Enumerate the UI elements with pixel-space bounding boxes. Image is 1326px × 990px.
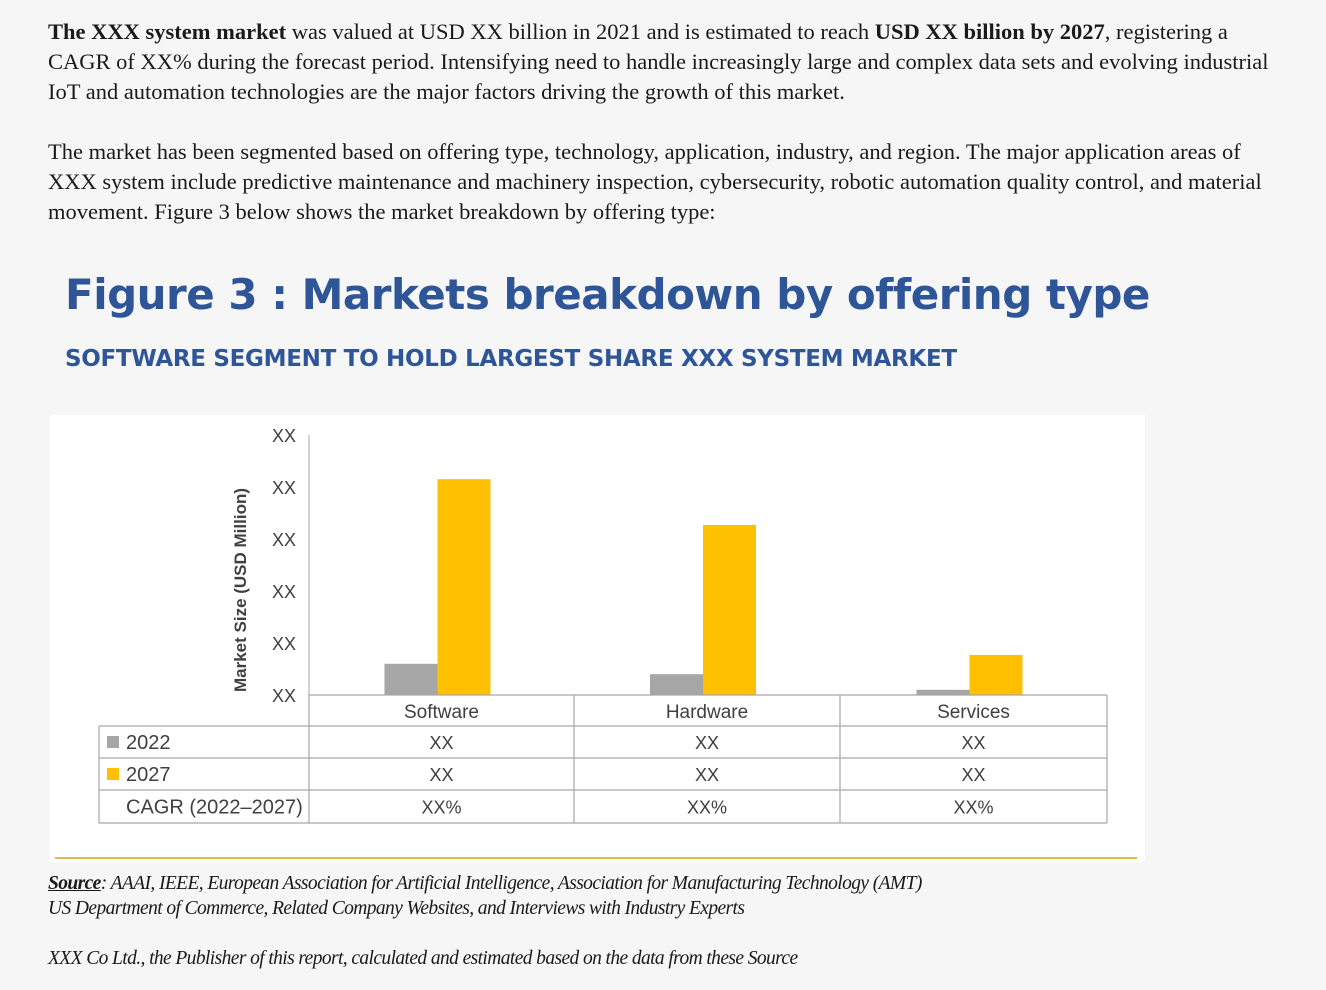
bar-hardware-2027 [703,524,756,695]
table-cell-value: XX% [953,798,993,818]
table-cell-value: XX [429,765,453,785]
table-cell-value: XX% [421,798,461,818]
table-row-label: 2022 [126,732,171,754]
source-list-1: : AAAI, IEEE, European Association for A… [100,873,923,894]
bar-services-2022 [916,689,970,695]
bar-chart: XX XX XX XX XX XX Market Size (USD Million) Sof… [98,426,1108,824]
x-category-label: Software [404,702,479,723]
source-divider [55,857,1137,859]
table-cell-value: XX [961,765,985,785]
source-label: Source [48,873,101,894]
y-tick-label: XX [272,530,296,550]
x-category-label: Hardware [666,702,748,723]
y-tick-label: XX [272,634,296,654]
y-axis-title: Market Size (USD Million) [231,488,250,692]
figure-title: Figure 3 : Markets breakdown by offering… [65,270,1150,319]
bar-software-2027 [437,479,491,695]
publisher-note: XXX Co Ltd., the Publisher of this repor… [48,948,798,969]
intro-text-b: , registering a CAGR of XX% during the f… [48,19,1269,104]
table-cell-value: XX [695,765,719,785]
legend-swatch-2022 [107,736,119,748]
table-cell-value: XX [429,733,453,753]
bar-software-2022 [384,663,438,695]
legend-swatch-2027 [107,768,119,780]
source-line-2: US Department of Commerce, Related Compa… [48,898,745,919]
table-row-label: CAGR (2022–2027) [126,797,303,819]
figure-subtitle: SOFTWARE SEGMENT TO HOLD LARGEST SHARE X… [65,346,957,372]
bar-hardware-2022 [650,674,703,695]
chart-panel: XX XX XX XX XX XX Market Size (USD Million) Sof… [50,415,1145,862]
y-tick-label: XX [272,686,296,706]
intro-bold-market: The XXX system market [48,19,287,44]
intro-text-a: was valued at USD XX billion in 2021 and… [286,19,875,44]
y-tick-label: XX [272,426,296,446]
table-row-label: 2027 [126,764,171,786]
table-cell-value: XX [695,733,719,753]
y-tick-label: XX [272,582,296,602]
source-line-1: Source: AAAI, IEEE, European Association… [48,871,922,896]
intro-bold-forecast: USD XX billion by 2027 [874,19,1105,44]
x-category-label: Services [937,702,1010,723]
segmentation-paragraph: The market has been segmented based on o… [48,139,1262,224]
y-tick-label: XX [272,478,296,498]
table-cell-value: XX [961,733,985,753]
table-cell-value: XX% [687,798,727,818]
bar-services-2027 [969,654,1023,695]
intro-paragraph: The XXX system market was valued at USD … [48,17,1288,107]
